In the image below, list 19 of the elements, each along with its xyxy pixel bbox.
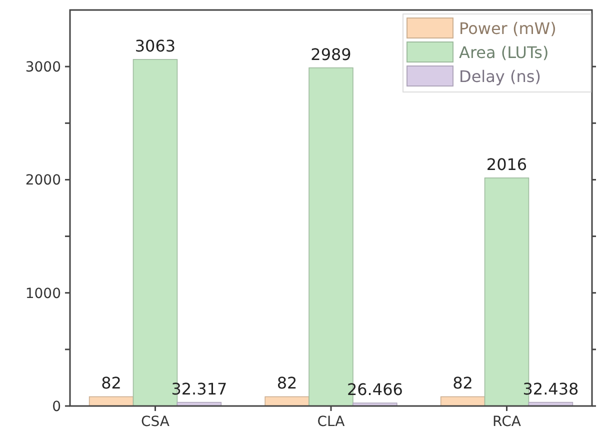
data-label: 82	[452, 374, 473, 393]
legend-label: Power (mW)	[459, 19, 556, 38]
data-label: 32.317	[171, 379, 228, 398]
data-label: 2016	[486, 154, 528, 174]
x-tick-label: CLA	[317, 414, 346, 430]
legend-label: Area (LUTs)	[459, 43, 549, 62]
data-label: 82	[101, 374, 122, 393]
data-label: 32.438	[522, 379, 579, 398]
x-tick-label: RCA	[492, 414, 522, 430]
data-label: 3063	[134, 36, 176, 56]
y-tick-label: 0	[52, 399, 61, 415]
y-tick-label: 3000	[25, 60, 61, 76]
data-label: 26.466	[346, 380, 403, 400]
y-tick-label: 1000	[25, 286, 61, 302]
y-tick-label: 2000	[25, 172, 61, 189]
data-label: 82	[276, 374, 298, 393]
legend-label: Delay (ns)	[459, 67, 541, 86]
data-label: 2989	[310, 44, 352, 64]
x-tick-label: CSA	[140, 414, 170, 430]
